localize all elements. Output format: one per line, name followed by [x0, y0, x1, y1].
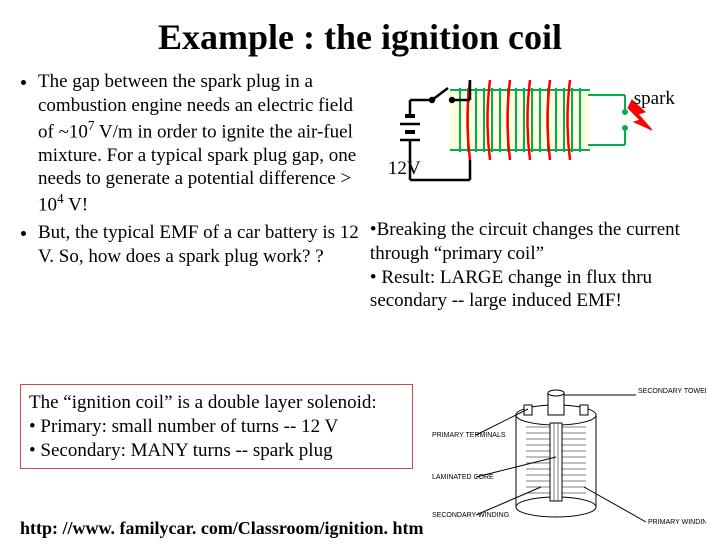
label-laminated-core: LAMINATED CORE	[432, 474, 494, 481]
coil-diagram: spark 12V	[370, 70, 670, 210]
slide-title: Example : the ignition coil	[0, 16, 720, 58]
right-column: spark 12V •Breaking the circuit changes …	[360, 70, 700, 313]
content-row: The gap between the spark plug in a comb…	[0, 70, 720, 313]
box-item-1: Primary: small number of turns -- 12 V	[40, 416, 338, 437]
source-url: http: //www. familycar. com/Classroom/ig…	[20, 518, 424, 539]
solenoid-note-box: The “ignition coil” is a double layer so…	[20, 384, 413, 469]
label-secondary-tower: SECONDARY TOWER	[638, 388, 706, 395]
box-intro: The “ignition coil” is a double layer so…	[29, 392, 377, 413]
label-primary-terminals: PRIMARY TERMINALS	[432, 432, 506, 439]
box-item-2: Secondary: MANY turns -- spark plug	[40, 440, 332, 461]
spark-label: spark	[634, 88, 675, 110]
label-primary-winding: PRIMARY WINDING	[648, 519, 706, 526]
secondary-output-icon	[588, 95, 627, 145]
cutaway-diagram: SECONDARY TOWER PRIMARY TERMINALS LAMINA…	[426, 387, 706, 542]
left-bullet-2: But, the typical EMF of a car battery is…	[38, 221, 360, 269]
label-secondary-winding: SECONDARY WINDING	[432, 512, 509, 519]
right-bullet-2: Result: LARGE change in flux thru second…	[370, 267, 652, 312]
right-bullet-1: Breaking the circuit changes the current…	[370, 219, 680, 264]
right-text-block: •Breaking the circuit changes the curren…	[370, 218, 700, 313]
voltage-label: 12V	[388, 158, 421, 180]
left-column: The gap between the spark plug in a comb…	[20, 70, 360, 313]
coil-svg	[370, 70, 670, 210]
left-bullet-1: The gap between the spark plug in a comb…	[38, 70, 360, 217]
